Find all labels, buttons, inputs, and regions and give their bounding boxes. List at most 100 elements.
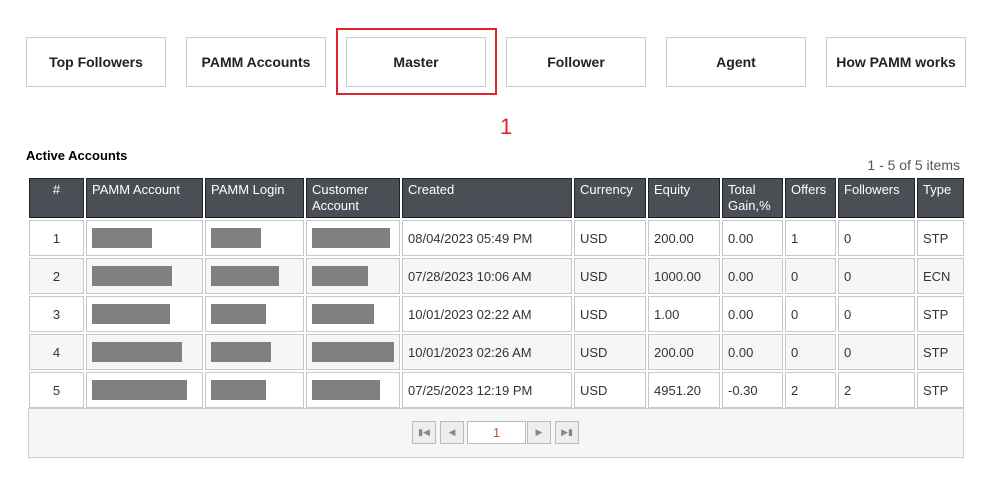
cell-type: STP: [917, 220, 964, 256]
cell-followers: 0: [838, 296, 915, 332]
tab-agent[interactable]: Agent: [666, 37, 806, 87]
cell-pamm-account: [86, 372, 203, 408]
cell-pamm-login: [205, 258, 304, 294]
redacted-block: [92, 304, 170, 324]
redacted-block: [312, 380, 380, 400]
redacted-block: [211, 380, 266, 400]
cell-customer-account: [306, 372, 400, 408]
cell-pamm-login: [205, 372, 304, 408]
cell-created: 10/01/2023 02:22 AM: [402, 296, 572, 332]
redacted-block: [211, 266, 279, 286]
cell-offers: 0: [785, 334, 836, 370]
col-header-type[interactable]: Type: [917, 178, 964, 218]
table-row[interactable]: 5 07/25/2023 12:19 PM USD 4951.20 -0.30 2 2 STP: [29, 372, 964, 408]
col-header-pamm-account[interactable]: PAMM Account: [86, 178, 203, 218]
cell-created: 07/25/2023 12:19 PM: [402, 372, 572, 408]
cell-currency: USD: [574, 258, 646, 294]
cell-currency: USD: [574, 334, 646, 370]
cell-pamm-login: [205, 334, 304, 370]
cell-equity: 1000.00: [648, 258, 720, 294]
col-header-currency[interactable]: Currency: [574, 178, 646, 218]
cell-customer-account: [306, 258, 400, 294]
cell-pamm-account: [86, 258, 203, 294]
cell-equity: 1.00: [648, 296, 720, 332]
cell-offers: 2: [785, 372, 836, 408]
cell-num: 3: [29, 296, 84, 332]
col-header-customer-account[interactable]: Customer Account: [306, 178, 400, 218]
cell-type: STP: [917, 334, 964, 370]
annotation-marker: 1: [500, 114, 513, 139]
table-row[interactable]: 2 07/28/2023 10:06 AM USD 1000.00 0.00 0 0 ECN: [29, 258, 964, 294]
redacted-block: [92, 228, 152, 248]
cell-equity: 200.00: [648, 220, 720, 256]
first-page-button[interactable]: ▮◀: [412, 421, 436, 444]
cell-currency: USD: [574, 220, 646, 256]
cell-followers: 0: [838, 334, 915, 370]
redacted-block: [211, 342, 271, 362]
section-title: Active Accounts: [26, 148, 128, 163]
cell-followers: 0: [838, 220, 915, 256]
cell-followers: 2: [838, 372, 915, 408]
cell-pamm-account: [86, 334, 203, 370]
redacted-block: [211, 304, 266, 324]
cell-currency: USD: [574, 372, 646, 408]
cell-gain: -0.30: [722, 372, 783, 408]
redacted-block: [312, 342, 394, 362]
redacted-block: [312, 304, 374, 324]
cell-followers: 0: [838, 258, 915, 294]
cell-created: 07/28/2023 10:06 AM: [402, 258, 572, 294]
redacted-block: [312, 228, 390, 248]
cell-pamm-login: [205, 296, 304, 332]
cell-num: 1: [29, 220, 84, 256]
cell-num: 4: [29, 334, 84, 370]
page-input[interactable]: 1: [467, 421, 526, 444]
cell-offers: 1: [785, 220, 836, 256]
cell-created: 10/01/2023 02:26 AM: [402, 334, 572, 370]
redacted-block: [211, 228, 261, 248]
highlight-box: [336, 28, 497, 95]
cell-offers: 0: [785, 296, 836, 332]
tab-top-followers[interactable]: Top Followers: [26, 37, 166, 87]
tab-follower[interactable]: Follower: [506, 37, 646, 87]
cell-created: 08/04/2023 05:49 PM: [402, 220, 572, 256]
cell-pamm-account: [86, 220, 203, 256]
col-header-pamm-login[interactable]: PAMM Login: [205, 178, 304, 218]
next-page-button[interactable]: ▶: [527, 421, 551, 444]
cell-type: STP: [917, 372, 964, 408]
cell-customer-account: [306, 220, 400, 256]
cell-currency: USD: [574, 296, 646, 332]
table-row[interactable]: 4 10/01/2023 02:26 AM USD 200.00 0.00 0 0 STP: [29, 334, 964, 370]
cell-customer-account: [306, 334, 400, 370]
cell-gain: 0.00: [722, 334, 783, 370]
prev-page-button[interactable]: ◀: [440, 421, 464, 444]
redacted-block: [312, 266, 368, 286]
cell-customer-account: [306, 296, 400, 332]
cell-gain: 0.00: [722, 220, 783, 256]
cell-equity: 200.00: [648, 334, 720, 370]
items-count: 1 - 5 of 5 items: [867, 157, 960, 173]
cell-num: 2: [29, 258, 84, 294]
col-header-total-gain[interactable]: Total Gain,%: [722, 178, 783, 218]
table-row[interactable]: 3 10/01/2023 02:22 AM USD 1.00 0.00 0 0 STP: [29, 296, 964, 332]
cell-type: ECN: [917, 258, 964, 294]
tab-pamm-accounts[interactable]: PAMM Accounts: [186, 37, 326, 87]
col-header-offers[interactable]: Offers: [785, 178, 836, 218]
redacted-block: [92, 266, 172, 286]
tab-master[interactable]: Master: [346, 37, 486, 87]
col-header-num[interactable]: #: [29, 178, 84, 218]
col-header-followers[interactable]: Followers: [838, 178, 915, 218]
cell-type: STP: [917, 296, 964, 332]
col-header-created[interactable]: Created: [402, 178, 572, 218]
col-header-equity[interactable]: Equity: [648, 178, 720, 218]
last-page-button[interactable]: ▶▮: [555, 421, 579, 444]
tab-how-pamm-works[interactable]: How PAMM works: [826, 37, 966, 87]
cell-equity: 4951.20: [648, 372, 720, 408]
redacted-block: [92, 380, 187, 400]
cell-pamm-login: [205, 220, 304, 256]
cell-gain: 0.00: [722, 296, 783, 332]
redacted-block: [92, 342, 182, 362]
table-row[interactable]: 1 08/04/2023 05:49 PM USD 200.00 0.00 1 0 STP: [29, 220, 964, 256]
pager: ▮◀ ◀ 1 ▶ ▶▮: [28, 408, 964, 458]
cell-gain: 0.00: [722, 258, 783, 294]
cell-num: 5: [29, 372, 84, 408]
